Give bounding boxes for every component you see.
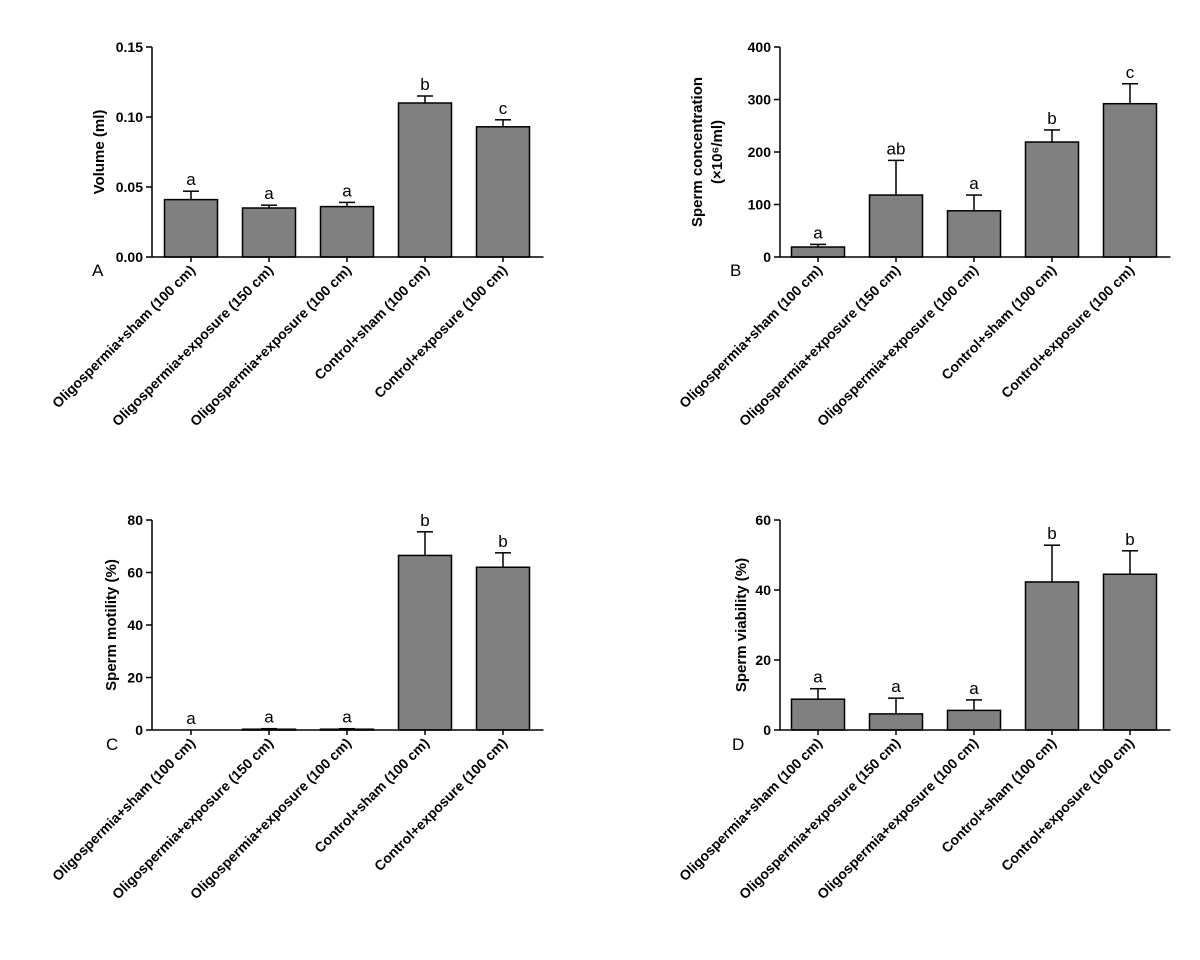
y-tick-label: 200 xyxy=(748,144,772,160)
significance-label: b xyxy=(420,511,429,530)
chart-panel-a: a Oligospermia+sham (100 cm) a Oligospermia… xyxy=(49,39,544,429)
significance-label: a xyxy=(813,668,823,687)
y-axis-title-line2: (×10⁶/ml) xyxy=(709,120,726,184)
category-label: Control+exposure (100 cm) xyxy=(998,262,1137,401)
bar xyxy=(319,205,375,258)
category-label: Oligospermia+sham (100 cm) xyxy=(676,262,825,411)
panel-label: B xyxy=(730,261,741,280)
category-label: Oligospermia+sham (100 cm) xyxy=(49,735,198,884)
y-tick-label: 0 xyxy=(763,722,771,738)
bar xyxy=(475,126,531,258)
category-label: Oligospermia+exposure (100 cm) xyxy=(814,735,981,902)
bar xyxy=(475,566,531,731)
bar xyxy=(868,194,924,258)
significance-label: a xyxy=(891,677,901,696)
bar xyxy=(397,102,453,258)
y-tick-label: 0 xyxy=(135,722,143,738)
significance-label: b xyxy=(1125,530,1134,549)
bar xyxy=(946,709,1002,731)
y-axis-title: Sperm concentration xyxy=(689,77,706,227)
panel-label: C xyxy=(106,735,118,754)
category-label: Control+exposure (100 cm) xyxy=(371,262,510,401)
y-tick-label: 0.05 xyxy=(116,179,143,195)
category-label: Oligospermia+sham (100 cm) xyxy=(49,262,198,411)
bar xyxy=(397,554,453,731)
chart-panel-c: a Oligospermia+sham (100 cm) a Oligospermia… xyxy=(49,511,544,902)
significance-label: a xyxy=(186,170,196,189)
bar xyxy=(1024,581,1080,731)
y-axis-title: Sperm viability (%) xyxy=(733,558,750,692)
bar xyxy=(946,210,1002,258)
y-tick-label: 0.10 xyxy=(116,109,143,125)
y-tick-label: 0.00 xyxy=(116,249,143,265)
category-label: Oligospermia+exposure (100 cm) xyxy=(187,262,354,429)
significance-label: c xyxy=(499,99,508,118)
significance-label: a xyxy=(264,708,274,727)
y-tick-label: 20 xyxy=(755,652,771,668)
bar xyxy=(790,698,846,731)
y-tick-label: 0.15 xyxy=(116,39,143,55)
bar xyxy=(868,713,924,731)
category-label: Oligospermia+exposure (150 cm) xyxy=(736,735,903,902)
category-label: Oligospermia+exposure (150 cm) xyxy=(736,262,903,429)
y-tick-label: 0 xyxy=(763,249,771,265)
significance-label: a xyxy=(342,708,352,727)
y-tick-label: 100 xyxy=(748,197,772,213)
bar xyxy=(1102,102,1158,258)
bar xyxy=(790,246,846,258)
category-label: Oligospermia+exposure (100 cm) xyxy=(187,735,354,902)
bar xyxy=(241,207,297,258)
bar xyxy=(163,198,219,258)
significance-label: a xyxy=(342,181,352,200)
significance-label: b xyxy=(1047,109,1056,128)
panel-label: D xyxy=(732,735,744,754)
category-label: Oligospermia+exposure (150 cm) xyxy=(109,262,276,429)
category-label: Oligospermia+exposure (100 cm) xyxy=(814,262,981,429)
y-tick-label: 300 xyxy=(748,92,772,108)
y-tick-label: 80 xyxy=(127,512,143,528)
bar xyxy=(1102,573,1158,731)
y-tick-label: 60 xyxy=(755,512,771,528)
significance-label: a xyxy=(186,709,196,728)
significance-label: b xyxy=(1047,524,1056,543)
significance-label: a xyxy=(813,223,823,242)
significance-label: ab xyxy=(887,139,906,158)
y-tick-label: 40 xyxy=(127,617,143,633)
y-tick-label: 20 xyxy=(127,670,143,686)
significance-label: b xyxy=(498,532,507,551)
significance-label: c xyxy=(1126,63,1135,82)
chart-panel-d: a Oligospermia+sham (100 cm) a Oligospermia… xyxy=(676,512,1171,902)
significance-label: a xyxy=(264,184,274,203)
category-label: Oligospermia+exposure (150 cm) xyxy=(109,735,276,902)
panel-label: A xyxy=(92,261,104,280)
y-tick-label: 40 xyxy=(755,582,771,598)
category-label: Control+exposure (100 cm) xyxy=(371,735,510,874)
category-label: Control+exposure (100 cm) xyxy=(998,735,1137,874)
significance-label: b xyxy=(420,75,429,94)
category-label: Oligospermia+sham (100 cm) xyxy=(676,735,825,884)
y-tick-label: 60 xyxy=(127,565,143,581)
bar xyxy=(1024,141,1080,258)
significance-label: a xyxy=(969,679,979,698)
y-axis-title: Volume (ml) xyxy=(91,110,108,195)
y-tick-label: 400 xyxy=(748,39,772,55)
significance-label: a xyxy=(969,174,979,193)
y-axis-title: Sperm motility (%) xyxy=(103,559,120,691)
